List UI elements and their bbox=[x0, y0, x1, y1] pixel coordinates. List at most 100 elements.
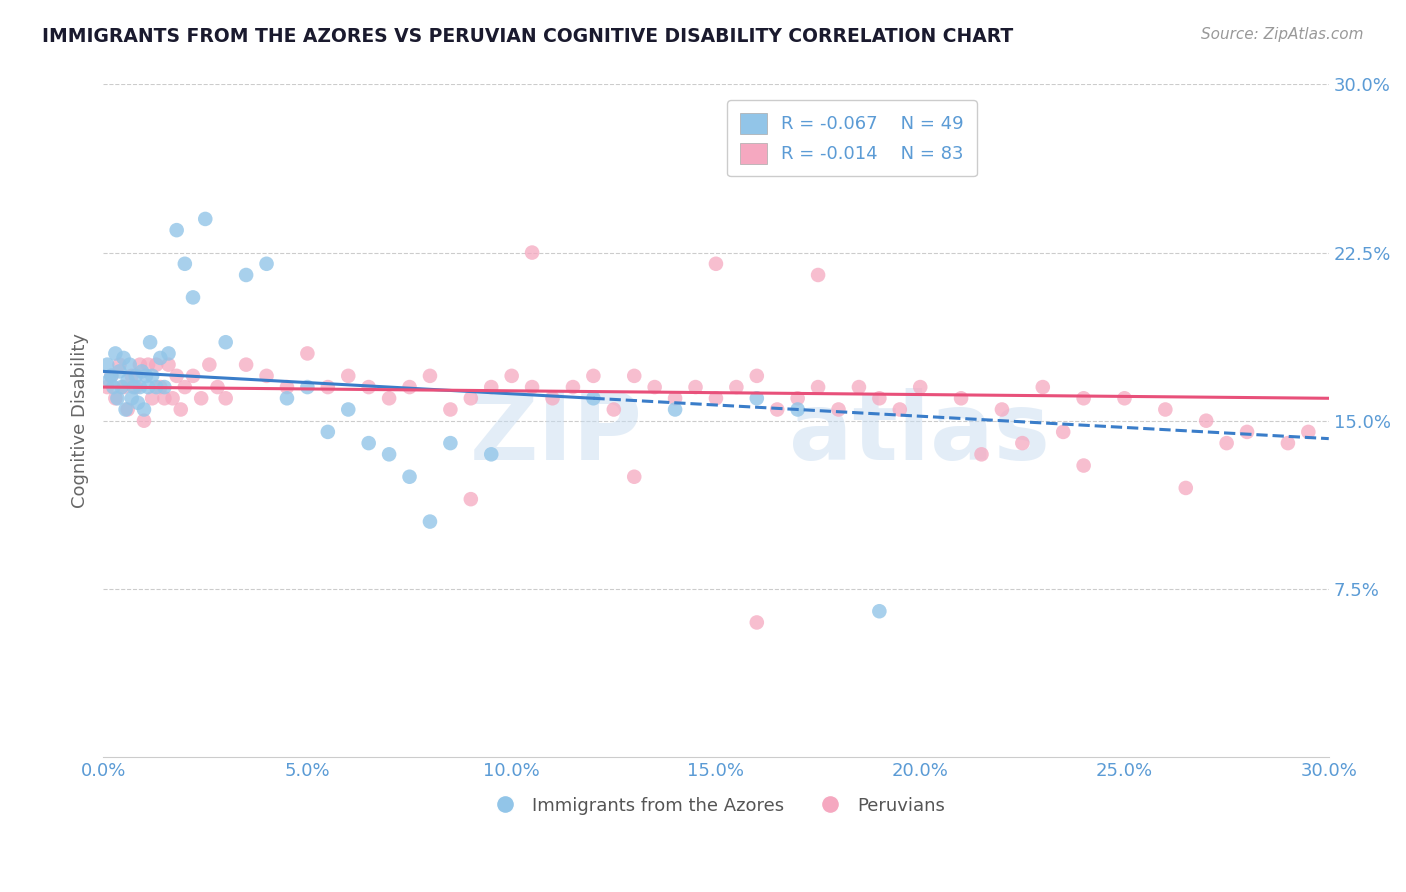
Point bbox=[1277, 436, 1299, 450]
Point bbox=[129, 358, 152, 372]
Point bbox=[1215, 436, 1237, 450]
Point bbox=[848, 380, 870, 394]
Point bbox=[520, 380, 543, 394]
Point bbox=[970, 447, 993, 461]
Point bbox=[145, 380, 167, 394]
Point bbox=[745, 392, 768, 406]
Point bbox=[582, 392, 605, 406]
Point bbox=[131, 364, 153, 378]
Point bbox=[623, 469, 645, 483]
Y-axis label: Cognitive Disability: Cognitive Disability bbox=[72, 334, 89, 508]
Point bbox=[121, 368, 143, 383]
Point bbox=[950, 392, 973, 406]
Point bbox=[104, 346, 127, 360]
Point bbox=[108, 358, 131, 372]
Point bbox=[745, 615, 768, 630]
Point bbox=[1195, 414, 1218, 428]
Point bbox=[166, 368, 188, 383]
Point bbox=[316, 425, 339, 439]
Point bbox=[908, 380, 931, 394]
Point bbox=[153, 380, 176, 394]
Point bbox=[929, 145, 952, 159]
Point bbox=[704, 392, 727, 406]
Point bbox=[337, 368, 360, 383]
Point bbox=[122, 380, 145, 394]
Point bbox=[1073, 458, 1095, 473]
Point bbox=[644, 380, 666, 394]
Point bbox=[827, 402, 849, 417]
Point bbox=[419, 368, 441, 383]
Point bbox=[868, 604, 890, 618]
Point bbox=[110, 380, 132, 394]
Point bbox=[181, 290, 204, 304]
Point bbox=[194, 211, 217, 226]
Point bbox=[125, 380, 148, 394]
Point bbox=[991, 402, 1014, 417]
Point bbox=[153, 392, 176, 406]
Point bbox=[96, 358, 118, 372]
Point bbox=[121, 392, 143, 406]
Point bbox=[129, 380, 152, 394]
Point bbox=[460, 392, 482, 406]
Point bbox=[1073, 392, 1095, 406]
Point bbox=[157, 346, 180, 360]
Point bbox=[501, 368, 523, 383]
Point bbox=[198, 358, 221, 372]
Point bbox=[1032, 380, 1054, 394]
Point bbox=[215, 335, 238, 350]
Point bbox=[398, 469, 420, 483]
Point bbox=[1114, 392, 1136, 406]
Text: Source: ZipAtlas.com: Source: ZipAtlas.com bbox=[1201, 27, 1364, 42]
Point bbox=[704, 257, 727, 271]
Point bbox=[157, 358, 180, 372]
Point bbox=[357, 436, 380, 450]
Point bbox=[1174, 481, 1197, 495]
Point bbox=[256, 257, 278, 271]
Point bbox=[103, 380, 125, 394]
Point bbox=[439, 402, 461, 417]
Point bbox=[235, 268, 257, 282]
Point bbox=[132, 414, 155, 428]
Point bbox=[786, 392, 808, 406]
Point bbox=[766, 402, 789, 417]
Point bbox=[603, 402, 626, 417]
Point bbox=[357, 380, 380, 394]
Point bbox=[745, 368, 768, 383]
Point bbox=[582, 368, 605, 383]
Point bbox=[562, 380, 585, 394]
Text: atlas: atlas bbox=[790, 388, 1050, 480]
Point bbox=[1154, 402, 1177, 417]
Point bbox=[1052, 425, 1074, 439]
Point bbox=[807, 380, 830, 394]
Point bbox=[664, 392, 686, 406]
Point bbox=[136, 358, 159, 372]
Point bbox=[107, 392, 129, 406]
Point bbox=[276, 380, 298, 394]
Point bbox=[190, 392, 212, 406]
Point bbox=[173, 257, 195, 271]
Point bbox=[398, 380, 420, 394]
Point bbox=[149, 351, 172, 365]
Point bbox=[1236, 425, 1258, 439]
Point bbox=[114, 402, 136, 417]
Point bbox=[276, 392, 298, 406]
Point bbox=[136, 380, 159, 394]
Point bbox=[664, 402, 686, 417]
Point bbox=[117, 402, 139, 417]
Point bbox=[162, 392, 184, 406]
Point bbox=[256, 368, 278, 383]
Point bbox=[181, 368, 204, 383]
Point bbox=[215, 392, 238, 406]
Point bbox=[173, 380, 195, 394]
Point bbox=[207, 380, 229, 394]
Point bbox=[725, 380, 748, 394]
Point bbox=[868, 392, 890, 406]
Legend: Immigrants from the Azores, Peruvians: Immigrants from the Azores, Peruvians bbox=[479, 789, 952, 822]
Point bbox=[297, 346, 319, 360]
Point bbox=[96, 380, 118, 394]
Point bbox=[807, 268, 830, 282]
Text: ZIP: ZIP bbox=[470, 388, 643, 480]
Point bbox=[1298, 425, 1320, 439]
Point bbox=[848, 111, 870, 125]
Point bbox=[100, 368, 122, 383]
